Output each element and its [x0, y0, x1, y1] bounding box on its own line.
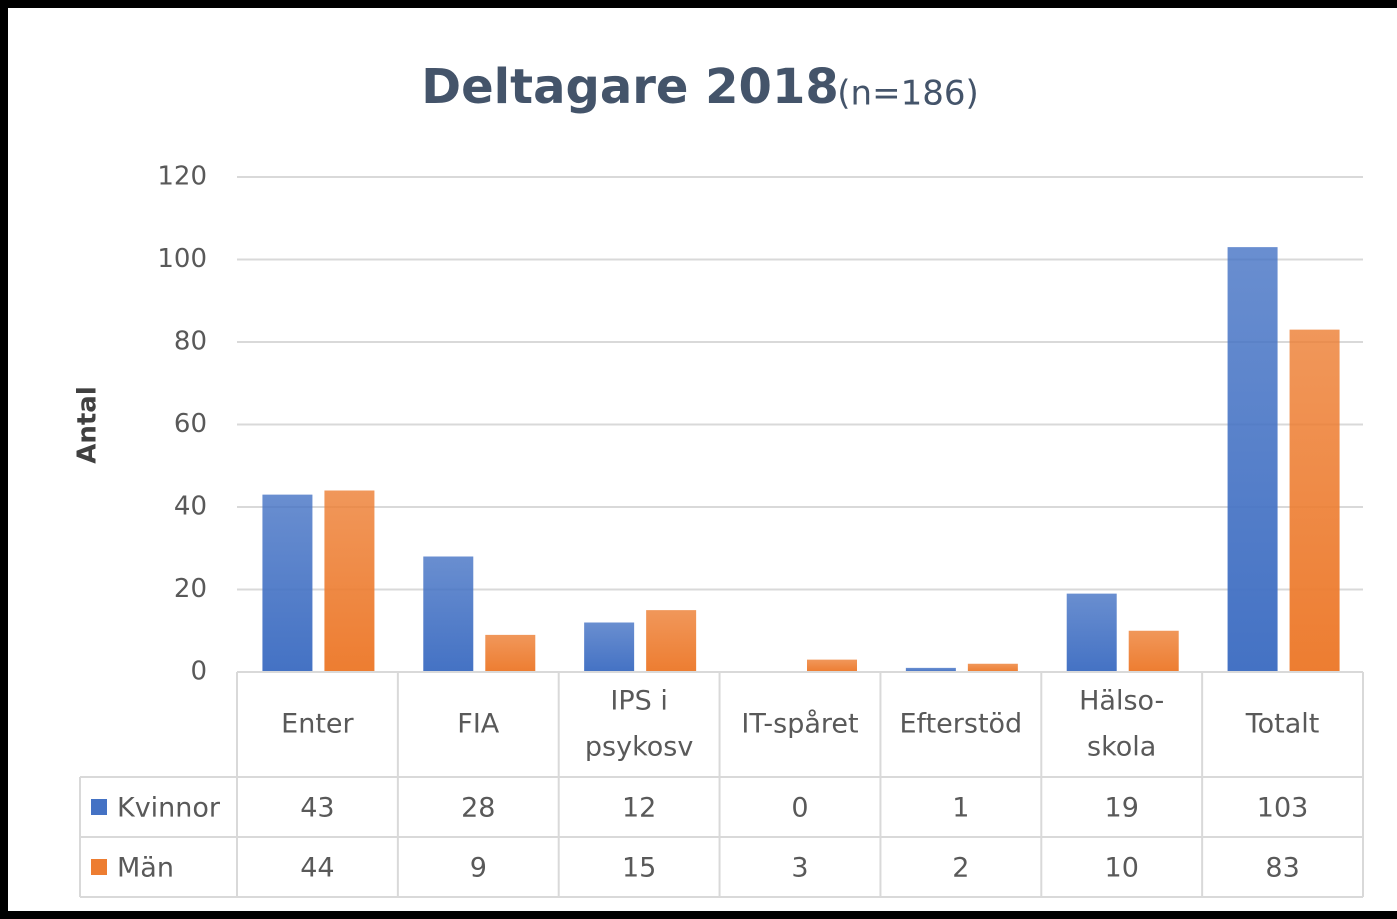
y-tick-label: 40 — [174, 492, 207, 522]
table-value: 10 — [1105, 853, 1139, 884]
table-value: 44 — [300, 853, 334, 884]
bar — [905, 667, 956, 672]
x-tick-label: Enter — [281, 708, 354, 739]
bar — [967, 663, 1018, 672]
x-tick-label: IT-spåret — [741, 708, 858, 739]
table-value: 12 — [622, 793, 656, 824]
legend-label: Kvinnor — [117, 793, 221, 824]
legend-key — [91, 799, 107, 815]
table-value: 28 — [461, 793, 495, 824]
bar — [324, 490, 375, 672]
table-value: 19 — [1105, 793, 1139, 824]
bar — [1066, 593, 1117, 672]
bar — [485, 634, 536, 672]
table-value: 103 — [1257, 793, 1309, 824]
table-value: 3 — [791, 853, 808, 884]
y-axis-title: Antal — [73, 386, 103, 464]
bar — [1227, 247, 1278, 672]
y-tick-label: 120 — [157, 162, 207, 192]
y-tick-label: 60 — [174, 409, 207, 439]
x-tick-label: IPS i psykosv — [585, 685, 693, 762]
table-value: 1 — [952, 793, 969, 824]
x-tick-label: Totalt — [1245, 708, 1320, 739]
table-value: 9 — [470, 853, 487, 884]
table-value: 43 — [300, 793, 334, 824]
bar — [1289, 329, 1340, 672]
bar — [807, 659, 857, 672]
y-tick-label: 80 — [174, 327, 207, 357]
bar — [584, 622, 635, 672]
x-tick-label: Hälso-skola — [1079, 685, 1164, 762]
table-value: 0 — [791, 793, 808, 824]
y-tick-label: 20 — [174, 574, 207, 604]
y-tick-label: 0 — [190, 657, 207, 687]
chart-subtitle: (n=186) — [837, 74, 978, 114]
bar — [1128, 630, 1179, 672]
legend-label: Män — [117, 853, 174, 884]
chart-title: Deltagare 2018 — [421, 59, 838, 115]
x-tick-label: FIA — [457, 708, 499, 739]
y-tick-label: 100 — [157, 244, 207, 274]
table-value: 2 — [952, 853, 969, 884]
table-value: 83 — [1265, 853, 1299, 884]
legend-key — [91, 859, 107, 875]
x-tick-label: Efterstöd — [900, 708, 1023, 739]
bar — [262, 494, 313, 672]
table-value: 15 — [622, 853, 656, 884]
bar — [646, 610, 697, 672]
bar — [423, 556, 474, 672]
